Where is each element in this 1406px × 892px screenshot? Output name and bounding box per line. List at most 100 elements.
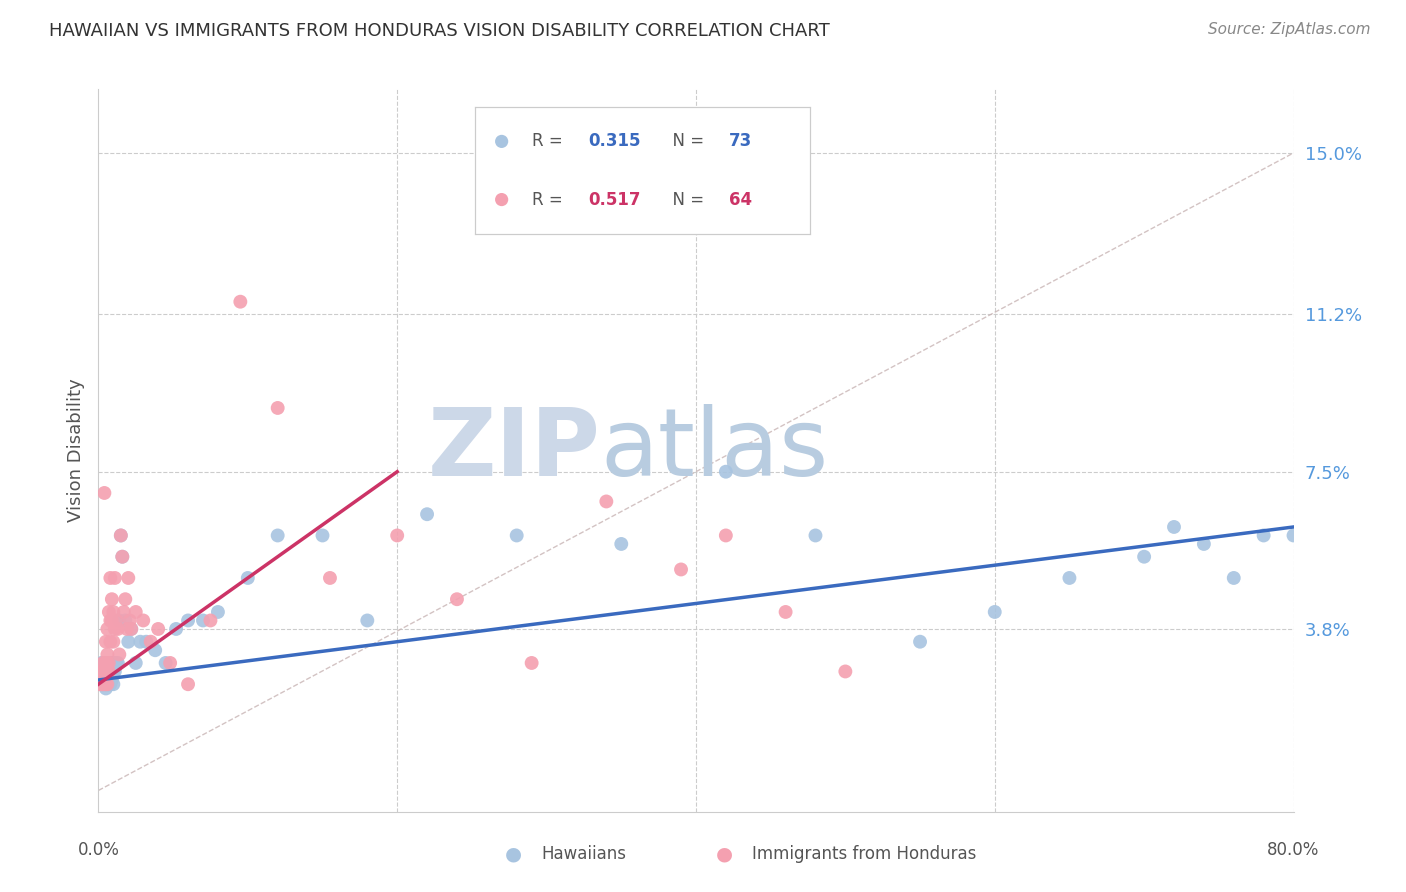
Point	[90, 673, 112, 687]
Point	[115, 622, 138, 636]
Point	[520, 656, 543, 670]
Point	[94, 656, 117, 670]
Point	[89, 673, 111, 687]
Point	[311, 528, 333, 542]
Point	[91, 673, 114, 687]
Point	[714, 465, 737, 479]
Point	[94, 681, 117, 696]
Point	[96, 677, 118, 691]
Point	[207, 605, 229, 619]
Point	[98, 571, 122, 585]
Point	[110, 528, 132, 542]
Point	[112, 605, 135, 619]
Point	[104, 622, 127, 636]
Point	[89, 669, 111, 683]
Text: ●: ●	[716, 845, 733, 863]
Point	[93, 673, 115, 687]
Point	[91, 656, 114, 670]
Point	[103, 677, 125, 691]
Point	[416, 507, 439, 521]
Point	[97, 656, 120, 670]
Point	[139, 634, 162, 648]
Text: ZIP: ZIP	[427, 404, 600, 497]
Point	[97, 665, 120, 679]
Point	[120, 622, 142, 636]
Point	[107, 656, 129, 670]
Point	[200, 614, 222, 628]
Point	[385, 528, 409, 542]
Point	[96, 677, 118, 691]
Point	[103, 665, 125, 679]
Point	[98, 614, 122, 628]
Point	[117, 571, 139, 585]
Point	[91, 669, 114, 683]
Point	[319, 571, 342, 585]
Text: Immigrants from Honduras: Immigrants from Honduras	[752, 846, 977, 863]
Point	[111, 549, 134, 564]
Point	[111, 549, 134, 564]
Point	[108, 648, 131, 662]
Point	[1223, 571, 1246, 585]
Point	[908, 634, 931, 648]
Point	[267, 528, 290, 542]
Point	[90, 656, 112, 670]
Point	[103, 605, 125, 619]
Point	[107, 622, 129, 636]
Point	[89, 669, 111, 683]
Point	[775, 605, 797, 619]
Point	[610, 537, 633, 551]
Point	[97, 677, 120, 691]
Point	[93, 665, 115, 679]
Y-axis label: Vision Disability: Vision Disability	[66, 378, 84, 523]
Point	[446, 592, 468, 607]
Point	[101, 665, 124, 679]
Point	[1282, 528, 1305, 542]
Point	[125, 656, 148, 670]
Point	[984, 605, 1007, 619]
Point	[714, 528, 737, 542]
Point	[93, 677, 115, 691]
Point	[97, 673, 120, 687]
Text: HAWAIIAN VS IMMIGRANTS FROM HONDURAS VISION DISABILITY CORRELATION CHART: HAWAIIAN VS IMMIGRANTS FROM HONDURAS VIS…	[49, 22, 830, 40]
Point	[105, 656, 128, 670]
Point	[93, 656, 115, 670]
Point	[118, 614, 141, 628]
Point	[94, 677, 117, 691]
Point	[89, 673, 111, 687]
Point	[267, 401, 290, 415]
Point	[98, 634, 122, 648]
Point	[90, 665, 112, 679]
Point	[114, 592, 136, 607]
Point	[91, 669, 114, 683]
Point	[229, 294, 252, 309]
Point	[94, 677, 117, 691]
Point	[110, 528, 132, 542]
Point	[165, 622, 187, 636]
Point	[1253, 528, 1275, 542]
Point	[94, 669, 117, 683]
Point	[91, 665, 114, 679]
Point	[96, 656, 118, 670]
Text: Source: ZipAtlas.com: Source: ZipAtlas.com	[1208, 22, 1371, 37]
Point	[94, 665, 117, 679]
Point	[91, 677, 114, 691]
Point	[120, 622, 142, 636]
Point	[98, 677, 122, 691]
Point	[101, 614, 124, 628]
Point	[97, 665, 120, 679]
Point	[143, 643, 166, 657]
Point	[89, 677, 111, 691]
Point	[91, 656, 114, 670]
Point	[93, 486, 115, 500]
Point	[90, 673, 112, 687]
Point	[93, 673, 115, 687]
Point	[1192, 537, 1215, 551]
Point	[94, 656, 117, 670]
Point	[1059, 571, 1081, 585]
Point	[104, 656, 127, 670]
Point	[135, 634, 157, 648]
Point	[91, 677, 114, 691]
Point	[159, 656, 181, 670]
Point	[89, 665, 111, 679]
Point	[101, 673, 124, 687]
